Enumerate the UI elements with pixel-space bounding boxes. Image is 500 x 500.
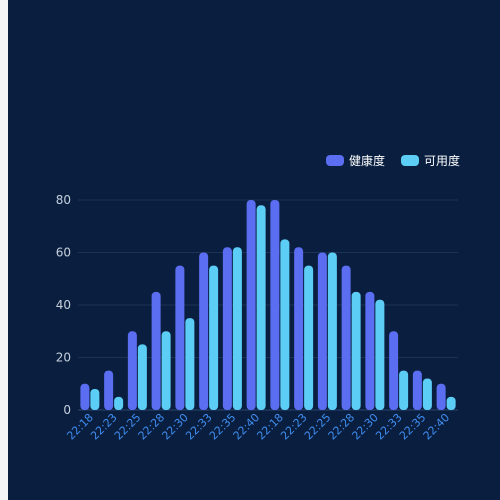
bar-series-1: [246, 200, 256, 410]
bar-series-1: [412, 370, 422, 410]
bar-series-2: [232, 247, 242, 410]
bar-series-2: [114, 396, 124, 410]
legend-label-series-1: 健康度: [349, 154, 386, 168]
legend-item-series-1[interactable]: 健康度: [326, 152, 385, 169]
bar-series-2: [399, 370, 409, 410]
bar-series-2: [185, 318, 195, 410]
y-tick-label: 40: [56, 298, 71, 312]
bar-series-1: [294, 247, 304, 410]
bar-series-1: [389, 331, 399, 410]
bar-series-2: [137, 344, 147, 410]
x-tick-label: 22:40: [421, 411, 453, 443]
bar-series-2: [327, 252, 337, 410]
chart-panel: 健康度 可用度 0 20 40 60 80 22:18 22:23 22:25 22:28 22:…: [8, 0, 500, 500]
bar-series-2: [161, 331, 171, 410]
y-tick-label: 80: [56, 193, 71, 207]
bar-series-1: [317, 252, 327, 410]
bar-series-1: [175, 265, 185, 410]
y-tick-label: 20: [56, 351, 71, 365]
legend-item-series-2[interactable]: 可用度: [401, 152, 460, 169]
bar-series-2: [304, 265, 314, 410]
legend-label-series-2: 可用度: [424, 154, 461, 168]
chart-legend: 健康度 可用度: [326, 152, 460, 169]
bar-series-1: [80, 383, 90, 410]
bar-series-2: [422, 378, 432, 410]
bar-chart: 02040608022:1822:2322:2522:2822:3022:332…: [56, 193, 458, 443]
bar-series-2: [280, 239, 290, 410]
bar-series-2: [209, 265, 219, 410]
bar-series-2: [256, 205, 266, 410]
bar-series-1: [341, 265, 351, 410]
bar-series-1: [436, 383, 446, 410]
bar-series-1: [127, 331, 137, 410]
y-tick-label: 0: [63, 403, 71, 417]
bar-series-2: [446, 396, 456, 410]
bar-series-1: [270, 200, 280, 410]
bar-series-1: [104, 370, 114, 410]
legend-swatch-series-2: [401, 155, 420, 166]
y-tick-label: 60: [56, 246, 71, 260]
legend-swatch-series-1: [326, 155, 344, 166]
bar-series-1: [199, 252, 209, 410]
bar-series-2: [375, 299, 385, 410]
bar-series-1: [365, 291, 375, 410]
bar-series-1: [222, 247, 232, 410]
bar-series-2: [90, 389, 100, 410]
bar-series-1: [151, 291, 161, 410]
bar-series-2: [351, 291, 361, 410]
